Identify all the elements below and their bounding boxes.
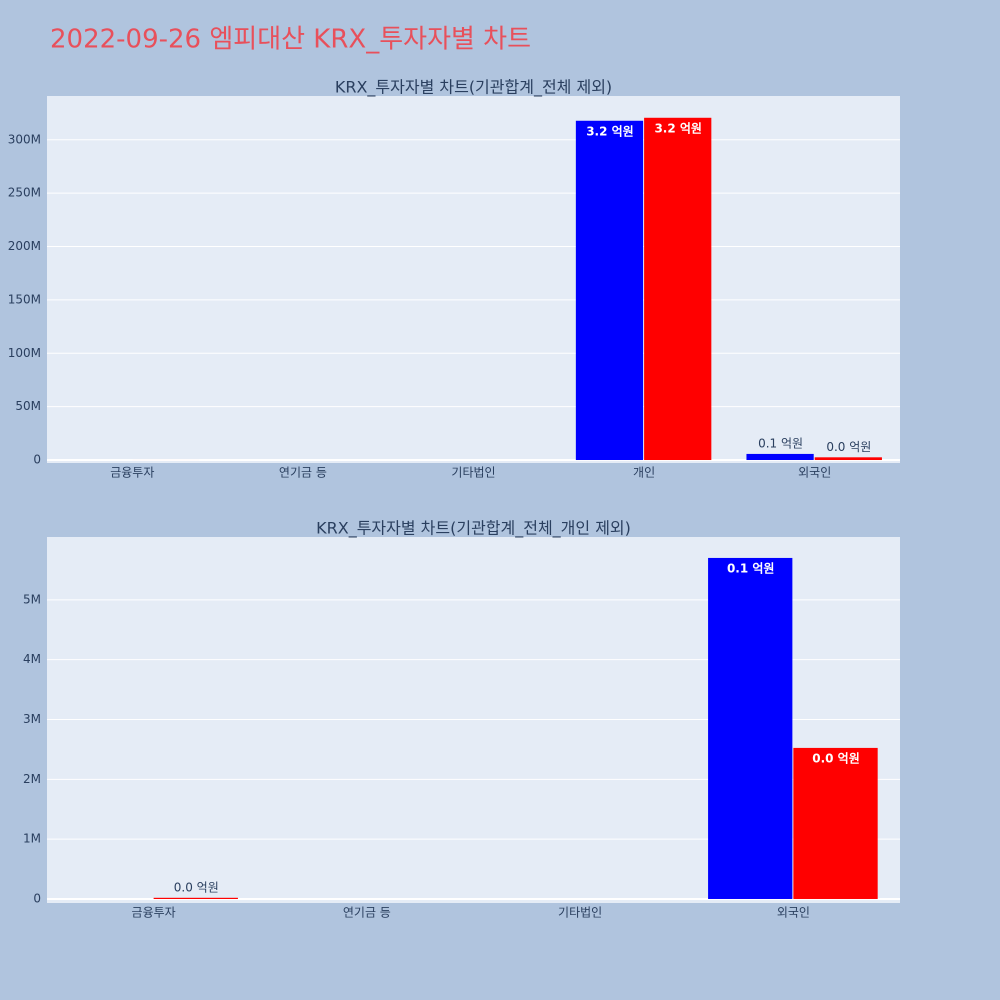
x-tick-label: 기타법인 <box>558 906 602 920</box>
y-tick-label: 150M <box>8 292 41 306</box>
bar <box>153 897 238 899</box>
y-tick-label: 0 <box>33 891 41 905</box>
data-label: 0.0 억원 <box>812 751 860 765</box>
x-tick-label: 외국인 <box>777 906 810 920</box>
bar <box>814 457 882 461</box>
x-tick-label: 금융투자 <box>132 906 176 920</box>
y-tick-label: 200M <box>8 239 41 253</box>
y-tick-label: 3M <box>23 712 41 726</box>
plot-area <box>47 96 900 463</box>
y-tick-label: 1M <box>23 832 41 846</box>
y-tick-label: 250M <box>8 186 41 200</box>
x-tick-label: 개인 <box>633 466 655 480</box>
page-title: 2022-09-26 엠피대산 KRX_투자자별 차트 <box>50 25 531 55</box>
y-tick-label: 300M <box>8 132 41 146</box>
data-label: 0.1 억원 <box>758 436 803 450</box>
x-tick-label: 외국인 <box>798 466 831 480</box>
y-tick-label: 5M <box>23 592 41 606</box>
bar <box>708 557 793 899</box>
bar <box>746 453 814 461</box>
data-label: 0.1 억원 <box>727 561 775 575</box>
y-tick-label: 100M <box>8 346 41 360</box>
data-label: 3.2 억원 <box>654 121 702 135</box>
y-tick-label: 0 <box>33 453 41 467</box>
chart-title: KRX_투자자별 차트(기관합계_전체 제외) <box>335 78 612 98</box>
data-label: 0.0 억원 <box>826 440 871 454</box>
bar <box>644 117 712 461</box>
x-tick-label: 금융투자 <box>110 466 154 480</box>
chart-title: KRX_투자자별 차트(기관합계_전체_개인 제외) <box>316 519 631 539</box>
y-tick-label: 4M <box>23 652 41 666</box>
bar <box>575 120 644 461</box>
y-tick-label: 50M <box>15 399 41 413</box>
bar <box>793 747 878 899</box>
x-tick-label: 연기금 등 <box>279 466 327 480</box>
data-label: 0.0 억원 <box>174 880 219 894</box>
data-label: 3.2 억원 <box>586 124 634 138</box>
x-tick-label: 연기금 등 <box>343 906 391 920</box>
y-tick-label: 2M <box>23 772 41 786</box>
x-tick-label: 기타법인 <box>451 466 495 480</box>
